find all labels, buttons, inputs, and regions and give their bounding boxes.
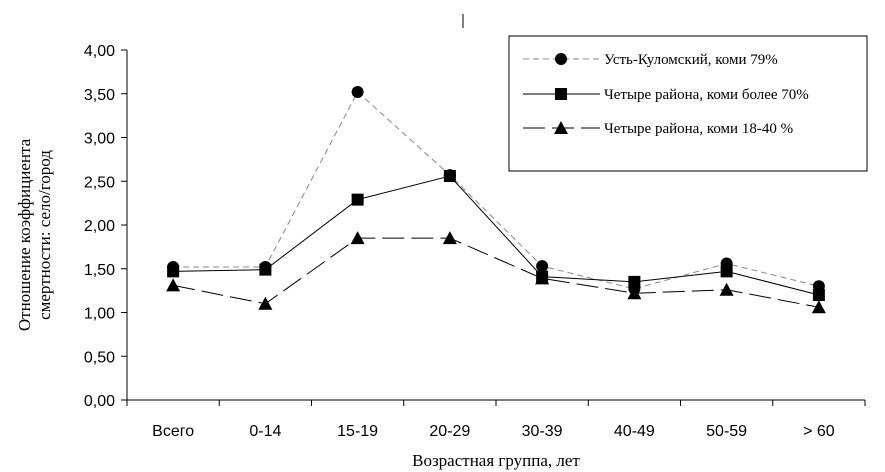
legend-item-3: Четыре района, коми 18-40 % bbox=[523, 121, 793, 137]
x-tick-label: 15-19 bbox=[337, 423, 378, 440]
legend-item-2: Четыре района, коми более 70% bbox=[523, 87, 809, 103]
x-tick-label: Всего bbox=[152, 423, 194, 440]
series-line bbox=[173, 237, 819, 308]
y-tick-label: 3,50 bbox=[84, 87, 115, 104]
x-axis-title: Возрастная группа, лет bbox=[412, 451, 580, 470]
y-tick-label: 1,50 bbox=[84, 262, 115, 279]
data-point bbox=[628, 275, 641, 288]
data-point bbox=[259, 263, 272, 276]
x-tick-label: 50-59 bbox=[706, 423, 747, 440]
y-tick-label: 0,50 bbox=[84, 349, 115, 366]
data-point bbox=[442, 231, 457, 245]
data-point bbox=[443, 170, 456, 182]
data-point bbox=[812, 289, 825, 301]
y-ticks: 0,00 0,50 1,00 1,50 2,00 2,50 3,00 3,50 4,00 bbox=[84, 43, 127, 410]
series-layer bbox=[166, 86, 826, 314]
legend-marker bbox=[554, 121, 568, 134]
y-tick-label: 4,00 bbox=[84, 43, 115, 60]
y-tick-label: 0,00 bbox=[84, 393, 115, 410]
data-point bbox=[535, 271, 550, 285]
y-tick-label: 1,00 bbox=[84, 306, 115, 323]
y-axis-title-line2: смертности: село/город bbox=[35, 150, 54, 320]
data-point bbox=[351, 193, 364, 206]
data-point bbox=[627, 286, 642, 300]
x-ticks: Всего 0-14 15-19 20-29 30-39 40-49 50-59 > 60 bbox=[126, 400, 866, 440]
legend-marker bbox=[555, 88, 567, 100]
data-point bbox=[166, 278, 181, 292]
series-line bbox=[173, 91, 819, 290]
y-tick-label: 2,50 bbox=[84, 174, 115, 191]
data-point bbox=[167, 265, 180, 278]
x-tick-label: 30-39 bbox=[522, 423, 563, 440]
legend-marker bbox=[555, 53, 567, 65]
y-tick-label: 2,00 bbox=[84, 218, 115, 235]
y-tick-label: 3,00 bbox=[84, 131, 115, 148]
series-3 bbox=[166, 231, 826, 314]
data-point bbox=[351, 86, 364, 98]
y-axis-title: Отношение коэффициента смертности: село/… bbox=[15, 138, 54, 331]
x-tick-label: > 60 bbox=[803, 423, 835, 440]
legend-label: Четыре района, коми более 70% bbox=[604, 87, 809, 103]
x-tick-label: 20-29 bbox=[429, 423, 470, 440]
legend: Усть-Куломский, коми 79% Четыре района, к… bbox=[508, 35, 868, 172]
legend-item-1: Усть-Куломский, коми 79% bbox=[523, 52, 778, 68]
x-tick-label: 0-14 bbox=[249, 423, 281, 440]
series-line bbox=[173, 175, 819, 296]
data-point bbox=[350, 231, 365, 245]
x-tick-label: 40-49 bbox=[614, 423, 655, 440]
data-point bbox=[536, 260, 549, 273]
data-point bbox=[258, 296, 273, 310]
legend-label: Четыре района, коми 18-40 % bbox=[604, 121, 793, 137]
data-point bbox=[720, 265, 733, 278]
series-2 bbox=[167, 170, 825, 301]
legend-items: Усть-Куломский, коми 79% Четыре района, к… bbox=[523, 52, 809, 137]
legend-label: Усть-Куломский, коми 79% bbox=[604, 52, 778, 68]
data-point bbox=[811, 300, 826, 314]
y-axis-title-line1: Отношение коэффициента bbox=[15, 138, 34, 331]
data-point bbox=[719, 282, 734, 296]
